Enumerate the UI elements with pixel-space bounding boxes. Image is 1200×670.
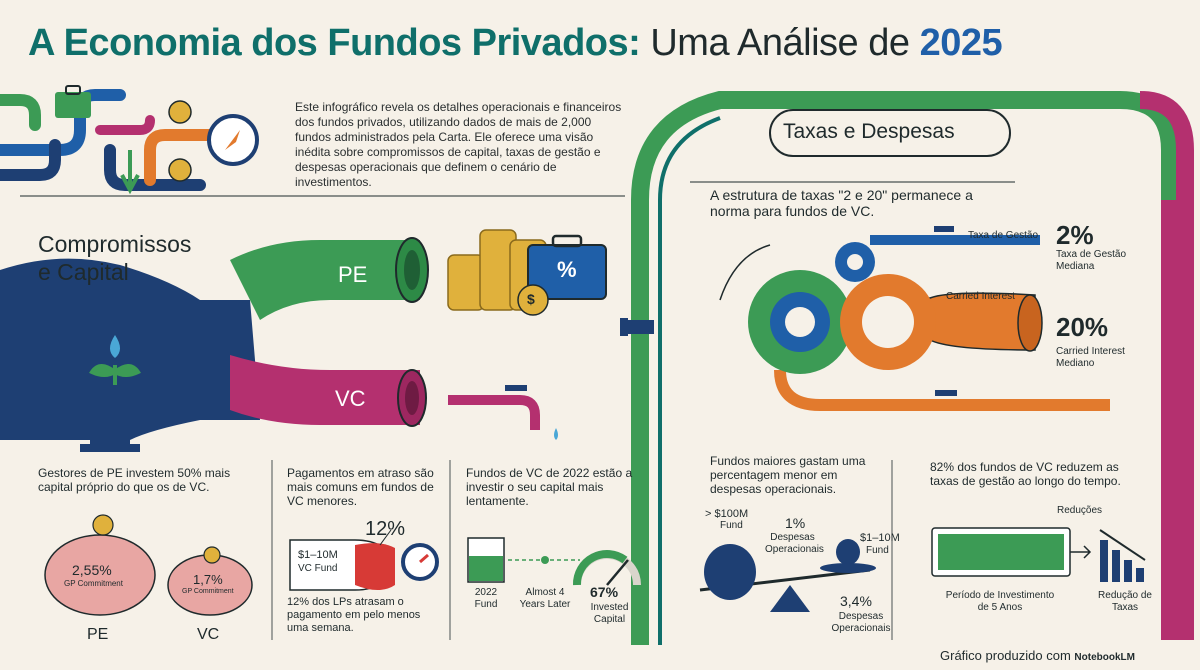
late-payment-note: 12% dos LPs atrasam o pagamento em pelo … <box>287 596 421 634</box>
fund-type-label: VC Fund <box>298 563 338 574</box>
pe-commitment-value: 2,55% <box>72 562 112 578</box>
vc-commitment-label: GP Commitment <box>182 588 234 595</box>
stat-slow-deployment: Fundos de VC de 2022 estão a investir o … <box>466 466 633 508</box>
intro-paragraph: Este infográfico revela os detalhes oper… <box>295 100 622 189</box>
carry-pct: 20% <box>1056 312 1109 342</box>
water-drop-icon <box>110 335 120 358</box>
big-fund-sub-2: Operacionais <box>765 544 824 555</box>
page-title: A Economia dos Fundos Privados: Uma Anál… <box>28 22 1003 65</box>
reductions-label: Reduções <box>1057 505 1103 516</box>
vc-caption: VC <box>197 626 220 643</box>
fee-sub-1: Taxa de Gestão <box>1056 249 1127 260</box>
fund-year: 2022 <box>474 587 498 598</box>
carry-pipe-label: Carried Interest <box>946 291 1015 302</box>
vc-commitment-value: 1,7% <box>193 572 223 587</box>
stat-operating-expenses: Fundos maiores gastam uma percentagem me… <box>710 454 866 496</box>
title-part-1: A Economia dos Fundos Privados: <box>28 22 641 64</box>
commitments-heading: Compromissos e Capital <box>38 230 191 286</box>
pe-pipe-label: PE <box>338 262 368 287</box>
vc-pipe <box>230 355 420 425</box>
gear-icon-2 <box>840 274 936 370</box>
gear-icon-3 <box>835 242 875 282</box>
reduction-label-1: Redução de <box>1098 590 1152 601</box>
title-part-2: Uma Análise de <box>650 22 910 64</box>
sprout-icon <box>89 364 141 385</box>
reduction-label-2: Taxas <box>1111 602 1139 613</box>
fund-word: Fund <box>474 599 498 610</box>
stat-gp-commitment: Gestores de PE investem 50% mais capital… <box>38 466 231 494</box>
title-part-3: 2025 <box>919 22 1003 64</box>
footer-credit: Gráfico produzido com NotebookLM <box>940 648 1135 663</box>
fund-size-label: $1–10M <box>298 549 338 561</box>
main-pipe-network <box>631 91 1194 645</box>
invested-pct: 67% <box>590 584 619 600</box>
footer-text: Gráfico produzido com <box>940 648 1071 663</box>
balance-scale-icon <box>699 539 876 612</box>
coin-icon <box>168 100 192 124</box>
dollar-coin-icon <box>517 284 549 316</box>
briefcase-icon <box>55 92 91 118</box>
big-fund-label: > $100M <box>705 508 749 520</box>
almost-label: Almost 4 <box>525 587 565 598</box>
arrow-icon <box>120 150 140 195</box>
coin-icon-2 <box>168 158 192 182</box>
reduction-arrow-bars <box>931 527 1146 582</box>
period-label-2: de 5 Anos <box>977 602 1023 613</box>
late-payment-pct: 12% <box>365 518 406 540</box>
carry-sub-2: Mediano <box>1056 358 1095 369</box>
carry-sub-1: Carried Interest <box>1056 346 1125 357</box>
fees-heading-box <box>769 109 1011 157</box>
fee-sub-2: Mediana <box>1056 261 1095 272</box>
stat-late-payments: Pagamentos em atraso são mais comuns em … <box>287 466 434 508</box>
big-fund-word: Fund <box>720 520 743 531</box>
coin-icon-4 <box>203 546 221 564</box>
pe-caption: PE <box>87 626 109 643</box>
small-fund-sub-1: Despesas <box>838 611 884 622</box>
small-fund-sub-2: Operacionais <box>831 623 891 634</box>
big-fund-sub-1: Despesas <box>770 532 815 543</box>
invested-label: Invested <box>590 602 629 613</box>
pe-commitment-label: GP Commitment <box>64 579 123 588</box>
stat-fee-reduction: 82% dos fundos de VC reduzem as taxas de… <box>930 460 1121 488</box>
coin-dollar-symbol: $ <box>527 291 535 307</box>
pe-pipe <box>230 240 420 320</box>
gear-icon <box>748 270 852 374</box>
big-fund-pct: 1% <box>785 515 806 531</box>
capital-pipe-main <box>0 258 260 440</box>
dripping-tap <box>448 395 540 430</box>
fees-heading: Taxas e Despesas <box>783 120 955 143</box>
commitments-heading-line-1: Compromissos <box>38 231 192 257</box>
years-later-label: Years Later <box>519 599 571 610</box>
vc-pipe-label: VC <box>335 386 366 411</box>
small-fund-word: Fund <box>866 545 889 556</box>
capital-label: Capital <box>593 614 626 625</box>
fees-subtitle: A estrutura de taxas "2 e 20" permanece … <box>710 187 973 219</box>
fee-pipe-label: Taxa de Gestão <box>968 230 1039 241</box>
small-fund-label: $1–10M <box>860 532 900 544</box>
footer-brand: NotebookLM <box>1074 652 1135 663</box>
percent-icon: % <box>557 257 577 282</box>
period-label-1: Período de Investimento <box>945 590 1055 601</box>
coin-icon-3 <box>92 514 114 536</box>
fee-pct: 2% <box>1056 220 1094 250</box>
commitments-heading-line-2: e Capital <box>38 259 129 285</box>
small-fund-pct: 3,4% <box>840 593 872 609</box>
